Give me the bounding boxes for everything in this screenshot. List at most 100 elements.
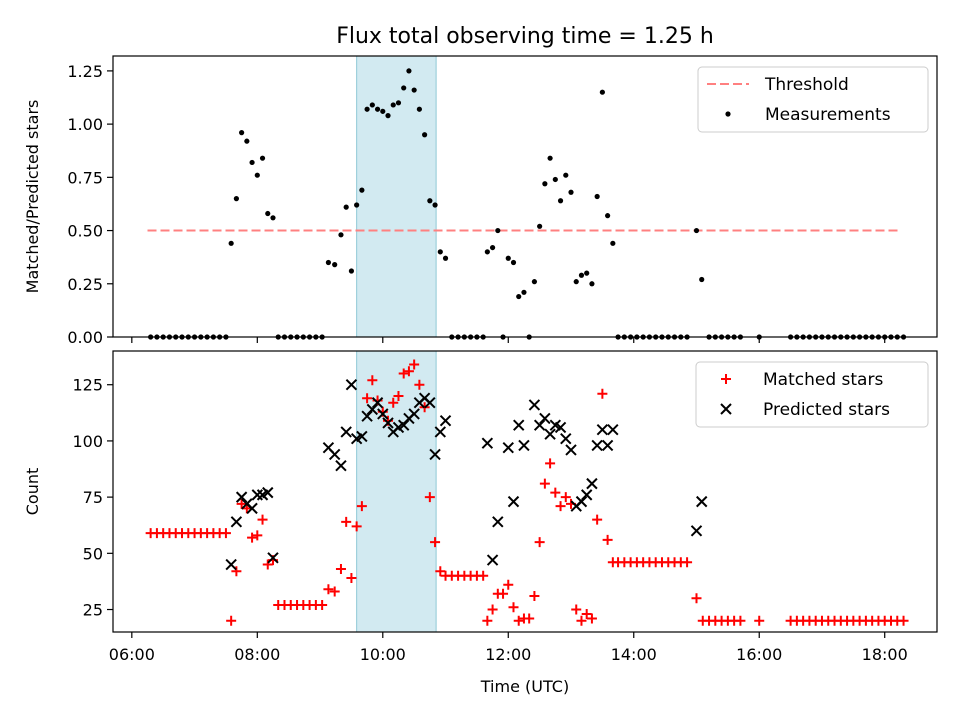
data-point: [367, 375, 378, 386]
axes-frame: [112, 55, 938, 338]
data-point: [430, 537, 441, 548]
data-point: [557, 198, 564, 204]
legend-box: [695, 361, 929, 428]
data-point: [693, 227, 700, 234]
data-point: [610, 240, 616, 246]
data-point: [265, 210, 271, 217]
data-point: [754, 615, 765, 626]
data-point: [429, 448, 441, 461]
data-point: [533, 419, 546, 431]
data-point: [602, 534, 613, 545]
data-point: [486, 554, 499, 566]
data-point: [390, 102, 396, 108]
data-point: [573, 279, 579, 285]
data-point: [434, 426, 447, 438]
data-point: [364, 106, 370, 112]
data-point: [607, 423, 619, 436]
data-point: [690, 525, 703, 537]
y-axis-label: Matched/Predicted stars: [23, 100, 42, 294]
data-point: [586, 613, 597, 624]
data-point: [247, 532, 258, 543]
data-point: [601, 439, 614, 452]
data-point: [521, 289, 527, 295]
data-point: [584, 270, 590, 276]
data-point: [565, 444, 577, 456]
legend-swatch: [720, 403, 732, 415]
x-tick-label: 10:00: [360, 645, 406, 664]
data-point: [560, 492, 571, 503]
data-point: [335, 564, 346, 575]
data-point: [239, 130, 245, 136]
data-point: [571, 604, 582, 615]
data-point: [484, 249, 490, 255]
data-point: [343, 204, 349, 210]
data-point: [345, 379, 358, 391]
data-point: [531, 279, 538, 285]
data-point: [414, 379, 425, 390]
data-point: [513, 615, 524, 626]
data-point: [230, 516, 243, 528]
data-point: [362, 393, 373, 404]
data-point: [226, 615, 237, 626]
y-tick-label: 125: [72, 376, 103, 395]
data-point: [267, 552, 279, 564]
data-point: [591, 439, 603, 452]
data-point: [589, 281, 595, 287]
data-point: [482, 615, 493, 626]
data-point: [560, 432, 572, 445]
data-point: [262, 559, 273, 570]
data-point: [495, 227, 501, 234]
series-2: [225, 379, 708, 571]
data-point: [317, 600, 328, 611]
data-point: [691, 593, 702, 604]
data-point: [898, 615, 909, 626]
data-point: [359, 187, 365, 193]
data-point: [408, 408, 420, 420]
data-point: [487, 604, 498, 615]
data-point: [393, 390, 404, 401]
highlight-span: [356, 350, 437, 633]
data-point: [544, 428, 556, 440]
data-point: [354, 202, 360, 208]
data-point: [398, 368, 409, 379]
data-point: [348, 268, 355, 274]
data-point: [424, 396, 436, 409]
data-point: [380, 108, 386, 114]
legend-label: Predicted stars: [763, 400, 890, 420]
data-point: [252, 530, 263, 541]
data-point: [555, 501, 566, 512]
y-tick-label: 1.00: [67, 115, 103, 134]
data-point: [498, 588, 509, 599]
data-point: [244, 138, 250, 144]
data-point: [510, 259, 517, 266]
data-point: [411, 87, 417, 93]
data-point: [409, 359, 420, 370]
data-point: [338, 232, 344, 238]
highlight-span: [356, 55, 437, 338]
y-tick-label: 0.50: [67, 222, 103, 241]
figure-title: Flux total observing time = 1.25 h: [336, 24, 714, 49]
data-point: [576, 615, 587, 626]
data-point: [369, 102, 375, 108]
data-point: [575, 495, 588, 508]
data-point: [395, 100, 402, 106]
data-point: [481, 437, 494, 449]
data-point: [550, 487, 561, 498]
data-point: [492, 516, 504, 528]
legend: Threshold Measurements: [697, 66, 929, 133]
data-point: [262, 486, 274, 499]
data-point: [371, 396, 384, 409]
y-tick-label: 1.25: [67, 62, 103, 81]
data-point: [325, 259, 332, 266]
x-tick-label: 16:00: [736, 645, 782, 664]
y-tick-label: 50: [83, 544, 103, 563]
data-point: [539, 412, 551, 425]
y-tick-label: 0.00: [67, 328, 103, 347]
y-tick-label: 0.25: [67, 275, 103, 294]
data-point: [537, 223, 543, 229]
data-point: [439, 414, 452, 427]
data-point: [682, 557, 693, 568]
data-point: [478, 570, 489, 581]
data-point: [236, 498, 247, 509]
y-tick-label: 0.75: [67, 168, 103, 187]
